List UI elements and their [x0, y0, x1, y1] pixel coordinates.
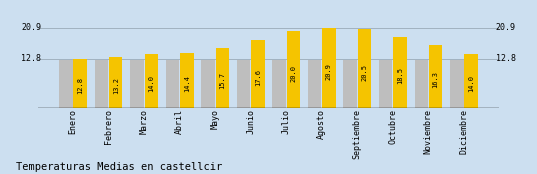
Bar: [215, 48, 229, 108]
Bar: [379, 60, 393, 108]
Text: 20.9: 20.9: [21, 23, 41, 32]
Text: 20.9: 20.9: [496, 23, 516, 32]
Text: 17.6: 17.6: [255, 69, 261, 86]
Bar: [450, 60, 463, 108]
Bar: [358, 29, 371, 108]
Text: 15.7: 15.7: [219, 72, 226, 89]
Bar: [59, 60, 72, 108]
Bar: [415, 60, 428, 108]
Bar: [272, 60, 286, 108]
Text: 18.5: 18.5: [397, 68, 403, 84]
Bar: [344, 60, 357, 108]
Bar: [130, 60, 144, 108]
Text: 20.5: 20.5: [361, 64, 367, 81]
Bar: [465, 54, 478, 108]
Bar: [251, 40, 265, 108]
Bar: [429, 45, 442, 108]
Bar: [180, 53, 193, 108]
Text: 14.0: 14.0: [148, 75, 154, 92]
Bar: [308, 60, 322, 108]
Text: 14.4: 14.4: [184, 74, 190, 92]
Bar: [95, 60, 108, 108]
Text: 13.2: 13.2: [113, 77, 119, 94]
Bar: [166, 60, 179, 108]
Bar: [237, 60, 250, 108]
Text: Temperaturas Medias en castellcir: Temperaturas Medias en castellcir: [16, 162, 222, 172]
Bar: [201, 60, 215, 108]
Text: 20.9: 20.9: [326, 63, 332, 80]
Bar: [109, 57, 122, 108]
Bar: [74, 59, 87, 108]
Text: 12.8: 12.8: [496, 54, 516, 63]
Text: 12.8: 12.8: [21, 54, 41, 63]
Text: 20.0: 20.0: [291, 65, 296, 82]
Text: 12.8: 12.8: [77, 77, 83, 94]
Bar: [287, 31, 300, 108]
Text: 14.0: 14.0: [468, 75, 474, 92]
Text: 16.3: 16.3: [432, 71, 439, 88]
Bar: [322, 28, 336, 108]
Bar: [144, 54, 158, 108]
Bar: [393, 37, 407, 108]
